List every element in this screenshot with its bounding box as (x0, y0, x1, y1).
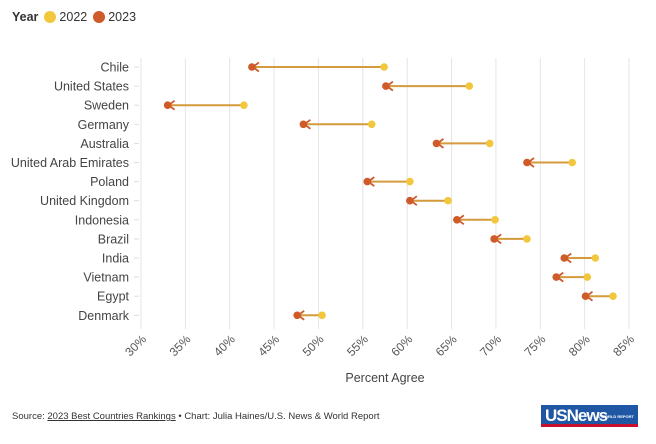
point-2023 (382, 82, 390, 90)
point-2023 (552, 273, 561, 281)
logo-text: USNews (545, 406, 608, 425)
x-axis-title: Percent Agree (345, 371, 424, 385)
legend-title: Year (12, 10, 39, 24)
logo-subtext: & WORLD REPORT (597, 414, 634, 419)
usnews-logo: USNews & WORLD REPORT (541, 405, 638, 427)
y-category-label: United Arab Emirates (11, 156, 129, 170)
x-tick-label: 70% (477, 332, 504, 359)
point-2023 (490, 235, 498, 243)
point-2023 (299, 120, 308, 129)
chart-credit: • Chart: Julia Haines/U.S. News & World … (175, 411, 380, 422)
point-2022 (485, 139, 494, 148)
dumbbell-chart: Chile United States Sweden Germany Australia… (11, 58, 637, 385)
y-category-label: Vietnam (83, 271, 129, 285)
point-2022 (609, 292, 617, 301)
point-2023 (248, 63, 256, 71)
legend: Year 2022 2023 (12, 10, 142, 24)
x-tick-label: 65% (433, 332, 460, 359)
y-category-label: Egypt (97, 290, 129, 304)
point-2023 (406, 196, 414, 205)
x-tick-label: 45% (255, 332, 282, 359)
source-link[interactable]: 2023 Best Countries Rankings (47, 411, 176, 422)
x-tick-label: 85% (610, 332, 637, 359)
x-tick-label: 55% (344, 332, 371, 359)
point-2022 (444, 196, 452, 205)
point-2022 (591, 254, 600, 262)
point-2023 (523, 158, 531, 167)
point-2023 (293, 311, 301, 320)
y-category-label: India (102, 252, 129, 266)
x-tick-label: 80% (566, 332, 593, 359)
point-2022 (240, 101, 248, 109)
point-2022 (568, 158, 577, 167)
y-category-label: United Kingdom (40, 194, 129, 208)
point-2022 (465, 82, 474, 90)
x-tick-label: 60% (388, 332, 415, 359)
y-category-label: Poland (90, 175, 129, 189)
x-tick-label: 35% (167, 332, 194, 359)
y-category-label: Brazil (98, 232, 129, 246)
y-category-label: Sweden (84, 99, 129, 113)
legend-swatch-2022 (44, 11, 57, 23)
point-2022 (406, 177, 414, 186)
y-category-label: Chile (101, 61, 130, 75)
x-tick-label: 30% (122, 332, 149, 359)
point-2023 (581, 292, 590, 301)
y-category-label: Indonesia (75, 213, 129, 227)
x-tick-label: 75% (522, 332, 549, 359)
legend-swatch-2023 (93, 11, 106, 23)
point-2022 (491, 216, 499, 224)
point-2023 (560, 254, 569, 262)
point-2023 (453, 216, 461, 224)
y-category-label: Australia (80, 137, 129, 151)
x-tick-label: 50% (300, 332, 327, 359)
legend-label-2022: 2022 (59, 10, 88, 24)
point-2023 (432, 139, 441, 148)
y-category-label: Denmark (78, 309, 129, 323)
point-2022 (523, 235, 531, 243)
point-2022 (583, 273, 592, 281)
point-2022 (367, 120, 376, 129)
legend-label-2023: 2023 (108, 10, 137, 24)
y-category-label: United States (54, 80, 129, 94)
y-category-label: Germany (78, 118, 130, 132)
point-2022 (318, 311, 326, 320)
point-2022 (380, 63, 388, 71)
x-tick-label: 40% (211, 332, 238, 359)
point-2023 (163, 101, 172, 109)
point-2023 (363, 177, 372, 186)
footer: Source: 2023 Best Countries Rankings • C… (12, 411, 380, 422)
source-prefix: Source: (12, 411, 48, 422)
